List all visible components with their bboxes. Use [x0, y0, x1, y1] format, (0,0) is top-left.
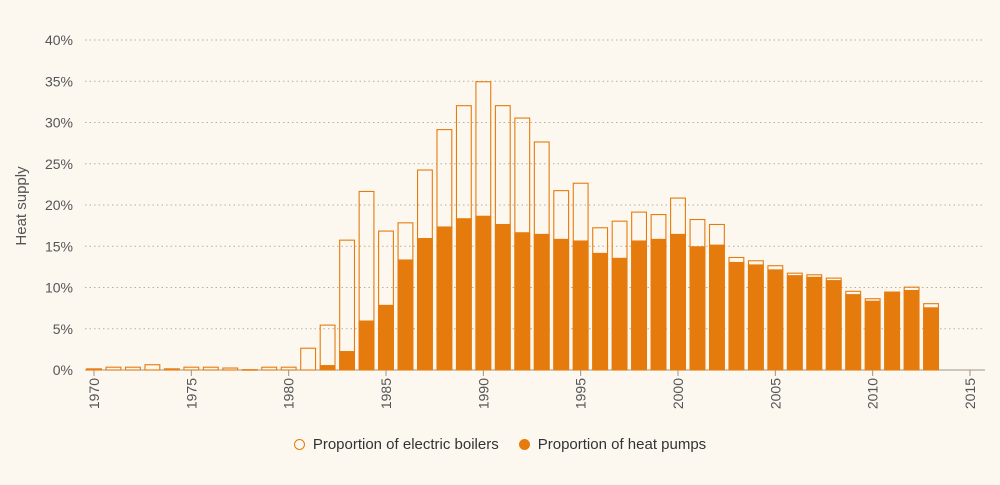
x-tick-label: 1990 [475, 378, 491, 409]
x-tick-label: 1995 [573, 378, 589, 409]
bar-heat-pumps [339, 351, 355, 370]
bar-heat-pumps [903, 289, 920, 370]
y-tick-label: 10% [45, 280, 73, 296]
bar-heat-pumps [650, 238, 667, 370]
y-tick-label: 15% [45, 238, 73, 254]
bar-heat-pumps [533, 233, 550, 370]
bar-chart-svg: 0%5%10%15%20%25%30%35%40% 1970 1975 1980 19… [13, 32, 985, 409]
bar-electric-boilers [86, 368, 102, 371]
bar-electric-boilers [280, 366, 297, 371]
bar-electric-boilers [124, 366, 141, 371]
bar-electric-boilers [339, 239, 356, 371]
y-tick-label: 0% [53, 362, 73, 378]
bar-heat-pumps [553, 238, 570, 370]
bar-heat-pumps [592, 252, 609, 370]
bar-heat-pumps [728, 261, 745, 370]
bar-electric-boilers [183, 366, 200, 371]
legend: Proportion of electric boilers Proportio… [0, 436, 1000, 453]
legend-item-heat-pumps: Proportion of heat pumps [518, 436, 707, 453]
y-tick-label: 5% [53, 321, 73, 337]
x-axis-ticks: 1970 1975 1980 1985 1990 1995 2000 2005 2010 2015 [86, 370, 978, 409]
legend-label-heat-pumps: Proportion of heat pumps [537, 436, 707, 453]
x-tick-label: 1985 [378, 378, 394, 409]
bar-heat-pumps [747, 264, 764, 370]
heat-pump-bars [319, 215, 939, 370]
bar-heat-pumps [884, 291, 901, 370]
bar-heat-pumps [455, 218, 472, 370]
bar-heat-pumps [786, 275, 803, 370]
legend-label-electric-boilers: Proportion of electric boilers [312, 436, 499, 453]
x-tick-label: 2000 [670, 378, 686, 409]
bar-electric-boilers [222, 367, 239, 371]
x-tick-label: 1975 [183, 378, 199, 409]
bar-heat-pumps [378, 304, 394, 370]
bar-heat-pumps [319, 365, 336, 370]
x-tick-label: 2005 [767, 378, 783, 409]
bar-heat-pumps [572, 240, 589, 370]
bar-heat-pumps [417, 238, 433, 370]
bar-electric-boilers [144, 364, 161, 371]
bar-heat-pumps [475, 215, 492, 370]
bar-heat-pumps [845, 294, 862, 370]
bar-heat-pumps [358, 320, 375, 370]
bar-electric-boilers [105, 366, 122, 371]
bar-heat-pumps [709, 244, 725, 370]
bar-electric-boilers [202, 366, 219, 371]
bar-electric-boilers [300, 347, 317, 371]
y-tick-label: 30% [45, 115, 73, 131]
x-tick-label: 2010 [865, 378, 881, 409]
bar-heat-pumps [825, 280, 842, 370]
y-axis-ticks: 0% 5% 10% 15% 20% 25% 30% 35% 40% [45, 32, 73, 378]
bar-heat-pumps [397, 259, 414, 370]
bar-heat-pumps [689, 246, 706, 370]
legend-item-electric-boilers: Proportion of electric boilers [293, 436, 499, 453]
bar-heat-pumps [436, 226, 453, 370]
bar-heat-pumps [767, 269, 784, 370]
bar-heat-pumps [494, 223, 511, 370]
bar-electric-boilers [241, 369, 258, 371]
x-tick-label: 1980 [281, 378, 297, 409]
bar-heat-pumps [631, 240, 647, 370]
x-tick-label: 2015 [962, 378, 978, 409]
bar-heat-pumps [611, 257, 628, 370]
y-tick-label: 35% [45, 73, 73, 89]
y-axis-label: Heat supply [13, 166, 30, 246]
y-tick-label: 40% [45, 32, 73, 48]
bar-electric-boilers [163, 368, 180, 371]
bar-electric-boilers [319, 324, 336, 371]
bar-heat-pumps [864, 300, 881, 370]
y-tick-label: 25% [45, 156, 73, 172]
bar-heat-pumps [670, 233, 686, 370]
bar-heat-pumps [514, 232, 531, 370]
bar-heat-pumps [806, 276, 823, 370]
filled-circle-icon [518, 439, 530, 450]
bar-heat-pumps [923, 307, 939, 370]
y-tick-label: 20% [45, 197, 73, 213]
outline-circle-icon [293, 439, 305, 450]
bar-electric-boilers [261, 366, 278, 371]
x-tick-label: 1970 [86, 378, 102, 409]
